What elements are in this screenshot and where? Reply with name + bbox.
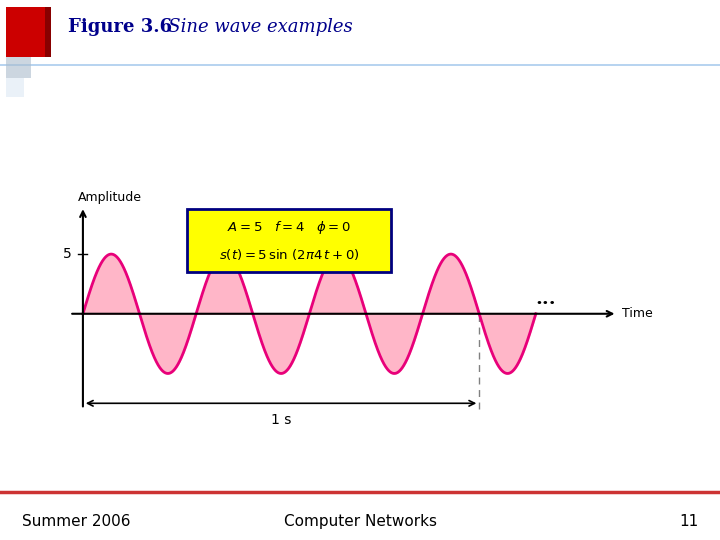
- Text: Amplitude: Amplitude: [78, 191, 143, 204]
- Text: Time: Time: [622, 307, 652, 320]
- Text: 5: 5: [63, 247, 71, 261]
- Text: Sine wave examples: Sine wave examples: [151, 18, 353, 36]
- FancyBboxPatch shape: [187, 209, 391, 272]
- Text: ...: ...: [536, 291, 557, 308]
- Text: 1 s: 1 s: [271, 413, 292, 427]
- Text: Summer 2006: Summer 2006: [22, 514, 130, 529]
- Text: 11: 11: [679, 514, 698, 529]
- Text: $s(t) = 5\,\sin\,(2\pi 4\,t + 0)$: $s(t) = 5\,\sin\,(2\pi 4\,t + 0)$: [219, 247, 359, 262]
- Text: $A = 5 \quad f = 4 \quad \phi = 0$: $A = 5 \quad f = 4 \quad \phi = 0$: [227, 219, 351, 236]
- Text: Computer Networks: Computer Networks: [284, 514, 436, 529]
- Text: Figure 3.6: Figure 3.6: [68, 18, 173, 36]
